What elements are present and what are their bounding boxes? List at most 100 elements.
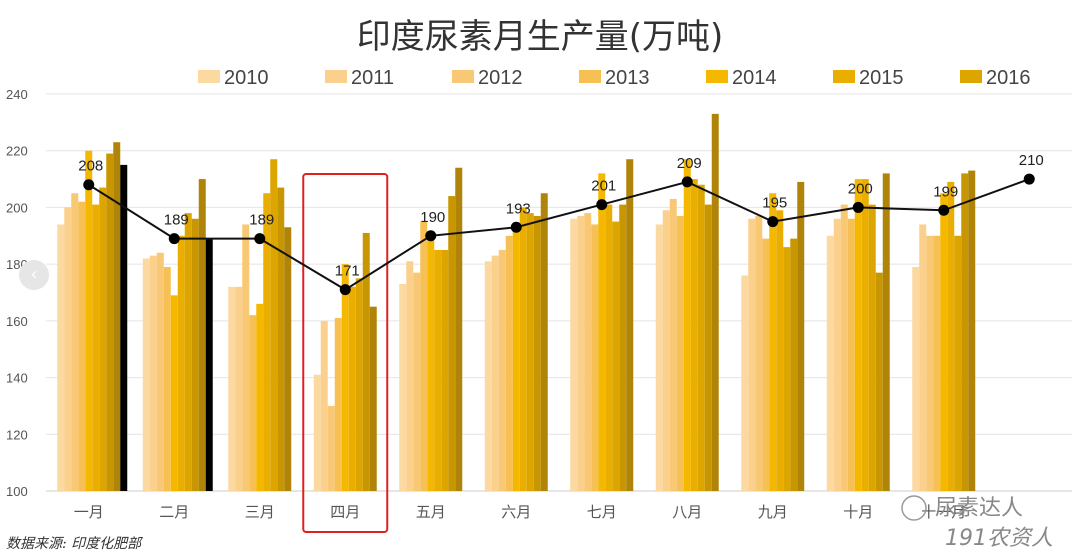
bar — [441, 249, 449, 491]
data-label: 200 — [848, 180, 873, 197]
x-tick-label: 十一月 — [921, 503, 966, 521]
legend-label: 2012 — [478, 67, 523, 89]
watermark-line1: 尿素达人 — [935, 496, 1023, 521]
data-label: 210 — [1019, 152, 1044, 169]
bar — [676, 215, 684, 491]
bar — [704, 204, 712, 492]
bar — [697, 184, 705, 491]
legend-swatch — [960, 70, 982, 83]
bar — [933, 235, 941, 491]
x-tick-label: 五月 — [416, 503, 446, 521]
legend-swatch — [579, 70, 601, 83]
bar — [156, 252, 164, 491]
average-point — [852, 201, 864, 213]
x-axis: 一月 二月 三月 四月 五月 六月 七月 八月 九月 十月 十一月 — [74, 503, 967, 521]
carousel-prev-button[interactable]: ‹ — [19, 260, 49, 290]
bar — [669, 198, 677, 491]
bar — [748, 218, 756, 491]
data-label: 199 — [933, 183, 958, 200]
data-label: 193 — [506, 200, 531, 217]
bar — [249, 315, 257, 491]
bar — [420, 221, 428, 491]
average-point — [339, 284, 351, 296]
bar — [655, 224, 663, 491]
bar — [540, 193, 548, 491]
data-label: 189 — [249, 212, 274, 229]
bar — [847, 218, 855, 491]
bar — [833, 218, 841, 491]
bar — [662, 210, 670, 491]
data-label: 190 — [420, 209, 445, 226]
bar — [263, 193, 271, 491]
x-tick-label: 四月 — [330, 503, 360, 521]
x-tick-label: 三月 — [245, 503, 275, 521]
bar — [92, 204, 100, 492]
bar-extra — [205, 238, 213, 491]
bar — [854, 179, 862, 492]
bar — [868, 204, 876, 492]
bar — [85, 150, 93, 491]
bars — [57, 113, 976, 492]
bar — [170, 295, 178, 491]
bar — [741, 275, 749, 491]
bar — [683, 159, 691, 491]
x-tick-label: 八月 — [672, 503, 702, 521]
x-tick-label: 六月 — [501, 503, 531, 521]
gridlines — [46, 93, 1072, 492]
bar — [776, 210, 784, 491]
bar — [826, 235, 834, 491]
y-tick-label: 140 — [6, 371, 28, 386]
data-label: 189 — [164, 212, 189, 229]
x-tick-label: 一月 — [74, 503, 104, 521]
source-note: 数据来源: 印度化肥部 — [6, 536, 143, 552]
bar — [926, 235, 934, 491]
bar — [191, 218, 199, 491]
bar — [505, 235, 513, 491]
legend-swatch — [706, 70, 728, 83]
bar — [612, 221, 620, 491]
bar — [235, 286, 243, 491]
legend-label: 2015 — [859, 67, 904, 89]
y-tick-label: 220 — [6, 144, 28, 159]
bar — [619, 204, 627, 492]
bar — [690, 179, 698, 492]
legend-swatch — [325, 70, 347, 83]
bar — [448, 196, 456, 492]
watermark-line2: 191农资人 — [945, 526, 1053, 551]
bar — [163, 266, 171, 491]
bar — [362, 232, 370, 491]
bar — [256, 303, 264, 491]
bar — [577, 215, 585, 491]
bar — [327, 405, 335, 491]
y-tick-label: 160 — [6, 314, 28, 329]
legend-label: 2011 — [351, 67, 394, 89]
bar — [840, 204, 848, 492]
bar — [142, 258, 150, 491]
bar — [961, 173, 969, 491]
bar — [284, 227, 292, 491]
bar — [406, 261, 414, 491]
average-point — [681, 176, 693, 188]
wechat-icon — [901, 495, 927, 521]
average-point — [168, 233, 180, 245]
bar — [427, 238, 435, 491]
bar — [755, 215, 763, 491]
average-point — [596, 199, 608, 211]
bar — [954, 235, 962, 491]
bar — [882, 173, 890, 491]
bar — [78, 201, 86, 491]
bar — [149, 255, 157, 491]
bar — [113, 142, 121, 491]
bar — [598, 173, 606, 491]
bar — [947, 181, 955, 491]
bar — [570, 218, 578, 491]
bar — [355, 278, 363, 491]
bar — [797, 181, 805, 491]
legend: 2010 2011 2012 2013 2014 2015 2016 — [198, 67, 1031, 89]
bar — [64, 207, 72, 491]
bar — [940, 193, 948, 491]
x-tick-label: 十月 — [843, 503, 873, 521]
bar — [399, 283, 407, 491]
legend-label: 2010 — [224, 67, 269, 89]
average-line-path — [88, 178, 1030, 291]
